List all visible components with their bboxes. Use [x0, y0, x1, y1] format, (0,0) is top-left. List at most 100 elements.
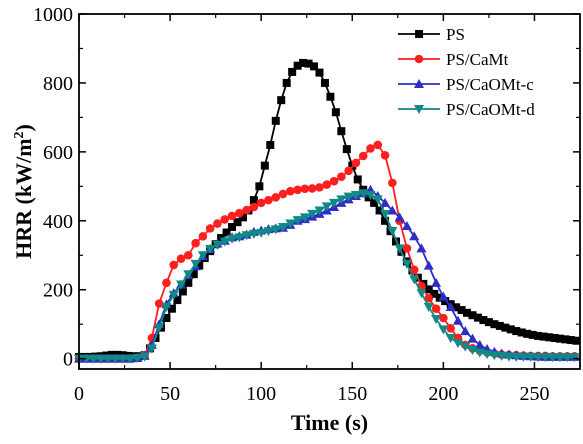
y-tick-label: 0 — [63, 349, 73, 371]
data-point — [539, 332, 548, 341]
data-point — [479, 316, 488, 325]
data-point — [506, 325, 515, 334]
plot-frame — [78, 13, 581, 370]
data-point — [95, 354, 106, 364]
legend-item: PS — [398, 25, 465, 44]
data-point — [256, 228, 267, 238]
data-point — [523, 329, 532, 338]
data-point — [238, 213, 247, 222]
data-point — [282, 78, 291, 87]
data-point — [146, 344, 157, 354]
data-point — [569, 353, 580, 363]
data-point — [387, 227, 398, 237]
data-point — [380, 197, 391, 207]
x-tick-label: 150 — [337, 383, 367, 405]
data-point — [320, 78, 329, 87]
data-point — [326, 92, 335, 101]
data-point — [380, 151, 390, 160]
x-tick-label: 0 — [74, 383, 84, 405]
data-point — [364, 193, 373, 202]
legend-label: PS/CaOMt-c — [446, 75, 534, 94]
data-point — [409, 231, 420, 241]
data-point — [222, 228, 231, 237]
data-point — [495, 321, 504, 330]
data-point — [528, 330, 537, 339]
data-point — [342, 145, 351, 154]
y-tick-label: 400 — [43, 211, 73, 233]
data-point — [394, 244, 405, 254]
data-point — [441, 297, 450, 306]
data-point — [88, 354, 99, 364]
y-axis-title: HRR (kW/m2) — [11, 124, 36, 259]
data-point — [285, 219, 296, 229]
data-point — [380, 209, 391, 219]
data-point — [162, 313, 171, 322]
legend-marker — [414, 54, 424, 64]
data-point — [293, 61, 302, 70]
data-point — [162, 278, 171, 288]
data-point — [242, 205, 251, 215]
data-point — [139, 352, 150, 362]
data-point — [277, 96, 286, 105]
data-point — [173, 296, 182, 305]
data-point — [293, 185, 302, 195]
legend: PS PS/CaMt PS/CaOMt-c PS/CaOMt-d — [398, 25, 535, 119]
data-point — [381, 216, 390, 225]
data-point — [314, 206, 325, 216]
x-tick-label: 50 — [160, 383, 180, 405]
data-point — [445, 333, 456, 343]
data-point — [286, 186, 295, 196]
data-point — [373, 140, 383, 150]
data-point — [189, 270, 198, 279]
legend-label: PS/CaOMt-d — [446, 100, 535, 119]
data-point — [387, 205, 398, 215]
data-point — [452, 339, 463, 349]
data-point — [161, 302, 172, 312]
data-point — [375, 206, 384, 215]
legend-item: PS/CaOMt-d — [398, 100, 535, 119]
data-point — [212, 240, 223, 250]
data-point — [337, 172, 346, 181]
data-point — [423, 302, 434, 312]
data-point — [110, 354, 121, 364]
data-point — [511, 352, 522, 362]
data-point — [562, 353, 573, 363]
data-point — [337, 127, 346, 136]
data-point — [474, 348, 485, 358]
data-point — [533, 353, 544, 363]
data-point — [264, 195, 273, 205]
x-axis-title: Time (s) — [291, 410, 368, 435]
data-point — [351, 158, 361, 168]
x-tick-label: 200 — [428, 383, 458, 405]
data-point — [439, 313, 448, 323]
data-point — [525, 352, 536, 362]
data-point — [184, 250, 193, 260]
data-point — [474, 339, 485, 349]
data-point — [445, 301, 456, 311]
data-point — [219, 237, 230, 247]
data-point — [198, 232, 208, 241]
data-point — [358, 151, 368, 161]
data-point — [227, 211, 237, 221]
data-point — [228, 223, 237, 231]
axes-layer: 0 50 100 150 200 250 0 200 400 600 800 1000 — [33, 4, 580, 405]
data-point — [322, 180, 332, 189]
data-point — [249, 202, 259, 212]
data-point — [184, 278, 193, 287]
data-point — [167, 304, 176, 313]
data-point — [402, 244, 412, 253]
data-point — [343, 192, 354, 202]
data-point — [460, 326, 471, 336]
data-point — [561, 335, 570, 344]
data-point — [117, 354, 128, 364]
data-point — [344, 166, 353, 176]
data-point — [205, 245, 216, 255]
data-point — [435, 293, 444, 302]
data-point — [331, 108, 340, 117]
data-point — [248, 229, 259, 239]
data-point — [430, 289, 439, 298]
data-point — [292, 216, 303, 226]
data-point — [227, 234, 238, 244]
data-point — [401, 259, 412, 269]
data-point — [255, 182, 264, 191]
